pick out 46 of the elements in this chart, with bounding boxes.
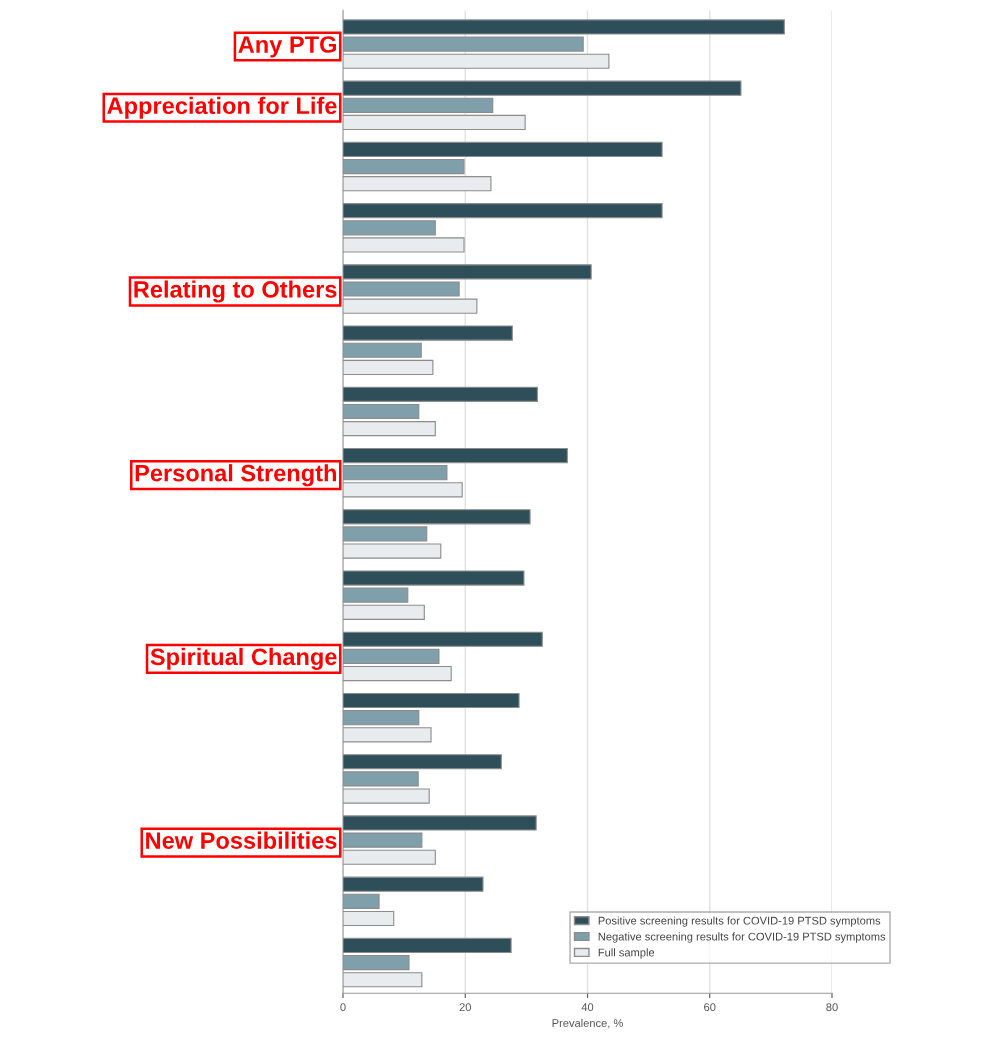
legend-label: Negative screening results for COVID-19 PTSD symptoms bbox=[598, 932, 886, 943]
bar bbox=[343, 937, 512, 954]
bar bbox=[343, 849, 436, 865]
x-tick-label: 20 bbox=[459, 1003, 471, 1012]
bar bbox=[343, 421, 436, 437]
y-tick-label: Appreciation for Life bbox=[107, 96, 337, 119]
y-tick-label: Any PTG bbox=[238, 36, 336, 58]
bar bbox=[343, 710, 420, 726]
bar bbox=[343, 604, 425, 620]
bar bbox=[343, 97, 494, 113]
bar bbox=[343, 386, 538, 402]
bar bbox=[343, 359, 434, 375]
bar bbox=[343, 972, 423, 988]
bar bbox=[343, 692, 520, 709]
bar bbox=[343, 465, 448, 481]
bar bbox=[343, 631, 543, 647]
bar bbox=[343, 754, 502, 770]
x-tick-label: 40 bbox=[581, 1003, 594, 1012]
bar bbox=[343, 509, 531, 525]
bar bbox=[343, 665, 452, 682]
bar bbox=[343, 876, 484, 892]
y-tick-label: New Possibilities bbox=[146, 831, 337, 849]
bar bbox=[343, 203, 663, 219]
legend-label: Positive screening results for COVID-19 PTSD symptoms bbox=[598, 916, 881, 927]
legend-label: Full sample bbox=[598, 948, 655, 959]
bar bbox=[343, 220, 436, 236]
bar bbox=[343, 648, 440, 665]
bar bbox=[343, 910, 395, 927]
x-tick-label: 60 bbox=[704, 1003, 716, 1012]
bar bbox=[343, 482, 463, 498]
bar bbox=[343, 342, 422, 358]
y-tick-label: Personal Strength bbox=[135, 464, 336, 487]
bar bbox=[343, 893, 380, 909]
bar bbox=[343, 158, 465, 175]
bar bbox=[343, 403, 420, 420]
x-tick-label: 80 bbox=[826, 1003, 838, 1012]
y-tick-label: Spiritual Change bbox=[150, 647, 337, 670]
x-tick-label: 0 bbox=[340, 1003, 346, 1012]
bar bbox=[343, 447, 568, 464]
bar bbox=[343, 325, 513, 341]
x-axis-title: Prevalence, % bbox=[552, 1018, 623, 1029]
bar bbox=[343, 954, 410, 971]
y-tick-label: Relating to Others bbox=[134, 280, 337, 303]
bar bbox=[343, 80, 742, 96]
bar bbox=[343, 141, 663, 157]
bar bbox=[343, 727, 432, 743]
